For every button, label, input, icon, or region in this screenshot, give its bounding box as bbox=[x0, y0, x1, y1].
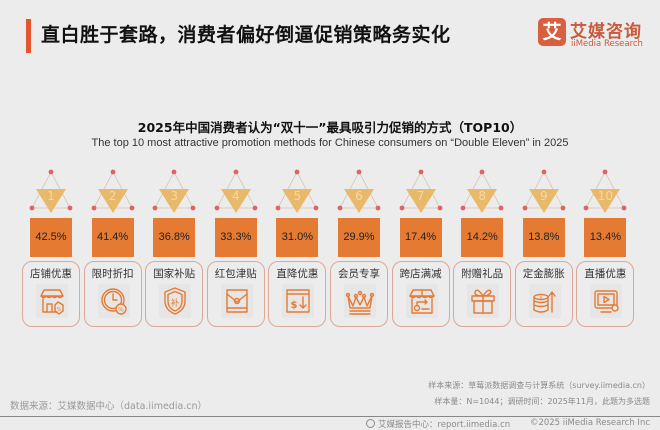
method-label: 红包津贴 bbox=[214, 268, 257, 280]
price-drop-dollar-icon: $ bbox=[282, 284, 315, 318]
rank-number: 4 bbox=[231, 189, 240, 203]
page-title: 直白胜于套路，消费者偏好倒逼促销策略务实化 bbox=[41, 24, 451, 46]
chart-subtitle: The top 10 most attractive promotion met… bbox=[91, 137, 569, 149]
title-accent-bar bbox=[26, 19, 31, 53]
ranking-column: 2 41.4% 限时折扣% bbox=[82, 165, 144, 330]
method-card: 跨店满减 bbox=[391, 261, 450, 327]
brand-mark-icon: 艾 bbox=[538, 18, 566, 46]
svg-text:补: 补 bbox=[171, 297, 180, 309]
ranking-column: 10 13.4% 直播优惠 bbox=[574, 165, 636, 330]
rank-number: 9 bbox=[539, 189, 548, 203]
coins-arrow-up-icon: $ bbox=[528, 284, 561, 318]
ranking-column: 4 33.3% 红包津贴 bbox=[205, 165, 267, 330]
value-box: 13.4% bbox=[584, 218, 627, 257]
brand-name-cn: 艾媒咨询 bbox=[570, 22, 642, 42]
red-envelope-icon bbox=[220, 284, 253, 318]
method-card: 直降优惠 $ bbox=[268, 261, 327, 327]
method-card: 国家补贴补 bbox=[145, 261, 204, 327]
svg-text:$: $ bbox=[291, 300, 298, 311]
rank-number: 8 bbox=[478, 189, 486, 203]
method-card: 直播优惠 bbox=[576, 261, 635, 327]
report-center-link[interactable]: 艾媒报告中心：report.iimedia.cn bbox=[366, 418, 510, 430]
method-card: 店铺优惠% bbox=[22, 261, 80, 327]
ranking-column: 6 29.9% 会员专享 bbox=[328, 165, 390, 330]
rank-triangle-icon bbox=[583, 169, 627, 213]
method-card: 附赠礼品 bbox=[453, 261, 512, 327]
value-box: 33.3% bbox=[214, 218, 257, 257]
ranking-column: 9 13.8% 定金膨胀 $ bbox=[513, 165, 575, 330]
clock-percent-icon: % bbox=[97, 284, 130, 318]
svg-text:%: % bbox=[57, 307, 62, 313]
rank-number: 3 bbox=[170, 189, 178, 203]
copyright: ©2025 iiMedia Research Inc bbox=[529, 418, 650, 428]
brand-name-en: iiMedia Research bbox=[571, 39, 643, 49]
live-stream-play-icon bbox=[590, 284, 623, 318]
report-center-text: 艾媒报告中心：report.iimedia.cn bbox=[378, 420, 511, 430]
rank-triangle-icon bbox=[522, 169, 566, 213]
rank-triangle-icon bbox=[337, 169, 381, 213]
chart-title: 2025年中国消费者认为“双十一”最具吸引力促销的方式（TOP10） bbox=[137, 120, 523, 135]
rank-number: 7 bbox=[416, 189, 425, 203]
method-label: 限时折扣 bbox=[91, 268, 134, 280]
method-label: 直播优惠 bbox=[584, 268, 627, 280]
sample-size-note: 样本量：N=1044；调研时间：2025年11月，此题为多选题 bbox=[434, 397, 650, 406]
method-label: 跨店满减 bbox=[399, 268, 442, 280]
value-box: 42.5% bbox=[30, 218, 72, 257]
method-label: 附赠礼品 bbox=[461, 268, 504, 280]
sample-source-note: 样本来源：草莓派数据调查与计算系统（survey.iimedia.cn） bbox=[428, 381, 650, 390]
rank-triangle-icon bbox=[214, 169, 258, 213]
ranking-column: 7 17.4% 跨店满减 bbox=[390, 165, 452, 330]
gift-box-icon bbox=[467, 284, 500, 318]
rank-number: 10 bbox=[597, 189, 614, 203]
rank-triangle-icon bbox=[152, 169, 196, 213]
method-label: 定金膨胀 bbox=[522, 268, 565, 280]
value-box: 14.2% bbox=[461, 218, 504, 257]
ranking-column: 5 31.0% 直降优惠 $ bbox=[266, 165, 328, 330]
value-box: 36.8% bbox=[153, 218, 196, 257]
ranking-column: 1 42.5% 店铺优惠% bbox=[20, 165, 82, 330]
crown-icon bbox=[344, 284, 376, 318]
method-label: 国家补贴 bbox=[153, 268, 196, 280]
brand-logo: 艾 艾媒咨询 iiMedia Research bbox=[538, 15, 653, 57]
value-box: 17.4% bbox=[399, 218, 442, 257]
rank-number: 2 bbox=[108, 189, 117, 203]
globe-icon bbox=[366, 419, 375, 428]
rank-triangle-icon bbox=[275, 169, 319, 213]
method-card: 红包津贴 bbox=[206, 261, 265, 327]
rank-triangle-icon bbox=[91, 169, 134, 213]
svg-text:$: $ bbox=[540, 295, 543, 300]
rank-triangle-icon bbox=[460, 169, 504, 213]
rank-triangle-icon bbox=[399, 169, 442, 213]
rank-number: 1 bbox=[47, 189, 55, 203]
value-box: 41.4% bbox=[91, 218, 134, 257]
ranking-column: 8 14.2% 附赠礼品 bbox=[451, 165, 513, 330]
multi-store-icon bbox=[405, 284, 438, 318]
rank-number: 6 bbox=[355, 189, 363, 203]
value-box: 13.8% bbox=[522, 218, 565, 257]
shield-subsidy-icon: 补 bbox=[159, 284, 192, 318]
footer-divider bbox=[0, 416, 660, 417]
method-card: 会员专享 bbox=[330, 261, 388, 327]
storefront-discount-tag-icon: % bbox=[36, 284, 68, 318]
ranking-column: 3 36.8% 国家补贴补 bbox=[143, 165, 205, 330]
rank-triangle-icon bbox=[29, 169, 73, 213]
svg-text:%: % bbox=[118, 307, 124, 314]
method-label: 店铺优惠 bbox=[30, 268, 72, 280]
method-label: 直降优惠 bbox=[276, 268, 319, 280]
method-label: 会员专享 bbox=[338, 268, 380, 280]
method-card: 限时折扣% bbox=[83, 261, 142, 327]
rank-number: 5 bbox=[293, 189, 302, 203]
value-box: 31.0% bbox=[276, 218, 319, 257]
data-source-note: 数据来源：艾媒数据中心（data.iimedia.cn） bbox=[10, 401, 208, 412]
method-card: 定金膨胀 $ bbox=[514, 261, 573, 327]
value-box: 29.9% bbox=[338, 218, 380, 257]
